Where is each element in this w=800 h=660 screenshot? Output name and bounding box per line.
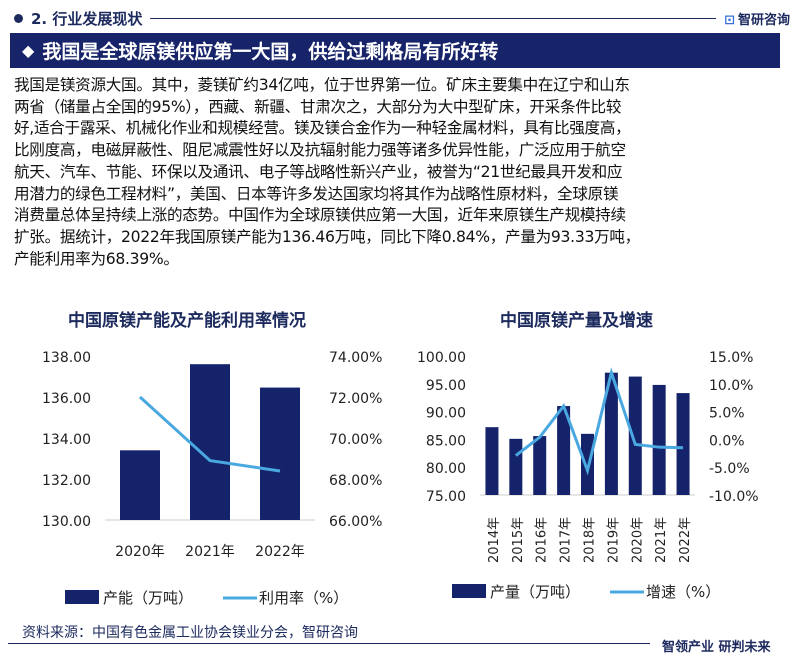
- y2-tick-label: 15.0%: [709, 350, 753, 366]
- paragraph-line: 用潜力的绿色工程材料”，美国、日本等许多发达国家均将其作为战略性原材料，全球原镁: [14, 184, 619, 203]
- y2-tick-label: -5.0%: [709, 461, 750, 477]
- y-tick-label: 134.00: [42, 432, 91, 448]
- y-tick-label: 85.00: [426, 433, 466, 449]
- legend-line-label: 增速（%）: [646, 583, 720, 601]
- legend-bar-label: 产量（万吨）: [490, 583, 580, 601]
- paragraph-line: 好,适合于露采、机械化作业和规模经营。镁及镁合金作为一种轻金属材料，具有比强度高…: [14, 119, 631, 138]
- banner: ◆ 我国是全球原镁供应第一大国，供给过剩格局有所好转: [10, 33, 780, 68]
- x-tick-label: 2017年: [559, 517, 574, 563]
- y2-tick-label: 66.00%: [329, 514, 382, 530]
- y-tick-label: 132.00: [42, 473, 91, 489]
- y2-tick-label: 70.00%: [329, 432, 382, 448]
- bar: [676, 393, 690, 495]
- growth-line: [514, 367, 684, 476]
- bar: [652, 384, 666, 495]
- bar: [190, 364, 230, 520]
- x-tick-label: 2020年: [115, 544, 165, 560]
- y2-tick-label: -10.0%: [709, 489, 759, 505]
- y2-tick-label: 74.00%: [329, 350, 382, 366]
- x-tick-label: 2019年: [606, 517, 621, 563]
- paragraph-line: 比刚度高，电磁屏蔽性、阻尼减震性好以及抗辐射能力强等诸多优异性能，广泛应用于航空: [14, 141, 626, 160]
- body-paragraph: 我国是镁资源大国。其中，菱镁矿约34亿吨，位于世界第一位。矿床主要集中在辽宁和山…: [14, 75, 790, 270]
- chart2-title: 中国原镁产量及增速: [500, 311, 653, 331]
- y2-tick-label: 5.0%: [709, 406, 745, 422]
- bullet-icon: [14, 13, 23, 23]
- bar: [260, 387, 300, 520]
- x-tick-label: 2014年: [487, 517, 502, 563]
- legend-line-label: 利用率（%）: [259, 589, 348, 607]
- paragraph-line: 产能利用率为68.39%。: [14, 249, 179, 268]
- paragraph-line: 我国是镁资源大国。其中，菱镁矿约34亿吨，位于世界第一位。矿床主要集中在辽宁和山…: [14, 76, 630, 94]
- legend-bar-swatch: [452, 584, 486, 598]
- legend-bar-label: 产能（万吨）: [103, 589, 193, 607]
- x-tick-label: 2022年: [255, 544, 305, 560]
- chart2: 75.00 80.00 85.00 90.00 95.00 100.00 -10.0% -5.…: [417, 350, 759, 601]
- x-tick-label: 2021年: [185, 544, 235, 560]
- bar: [557, 406, 571, 495]
- growth-line: [138, 395, 281, 473]
- y-tick-label: 90.00: [426, 406, 466, 422]
- source-note: 资料来源：中国有色金属工业协会镁业分会，智研咨询: [22, 625, 358, 641]
- bar: [628, 376, 642, 495]
- zhiyan-logo-icon: ⊡: [724, 12, 735, 28]
- banner-title: 我国是全球原镁供应第一大国，供给过剩格局有所好转: [42, 41, 499, 63]
- section-title: 2. 行业发展现状: [31, 9, 143, 28]
- footer-divider: [8, 643, 650, 644]
- y-tick-label: 136.00: [42, 391, 91, 407]
- paragraph-line: 两省（储量占全国的95%），西藏、新疆、甘肃次之，大部分为大中型矿床，开采条件比…: [14, 97, 622, 116]
- bar: [604, 372, 618, 495]
- y2-tick-label: 10.0%: [709, 378, 753, 394]
- x-tick-label: 2016年: [535, 517, 550, 563]
- y-tick-label: 80.00: [426, 461, 466, 477]
- section-header: 2. 行业发展现状 ⊡ 智研咨询: [14, 6, 790, 30]
- x-tick-label: 2015年: [511, 517, 526, 563]
- paragraph-line: 航天、汽车、节能、环保以及通讯、电子等战略性新兴产业，被誉为“21世纪最具开发和…: [14, 162, 623, 181]
- x-tick-label: 2022年: [678, 517, 693, 563]
- bar: [120, 450, 160, 520]
- y2-tick-label: 68.00%: [329, 473, 382, 489]
- slogan: 智领产业 研判未来: [662, 640, 771, 655]
- x-tick-label: 2021年: [654, 517, 669, 563]
- paragraph-line: 扩张。据统计，2022年我国原镁产能为136.46万吨，同比下降0.84%，产量…: [14, 227, 640, 246]
- y2-tick-label: 0.0%: [709, 433, 745, 449]
- legend-bar-swatch: [65, 590, 99, 604]
- y-tick-label: 95.00: [426, 378, 466, 394]
- bar: [509, 438, 523, 495]
- brand: ⊡ 智研咨询: [724, 9, 790, 28]
- chart1-title: 中国原镁产能及产能利用率情况: [68, 311, 306, 331]
- y-tick-label: 75.00: [426, 489, 466, 505]
- x-tick-label: 2020年: [630, 517, 645, 563]
- paragraph-line: 消费量总体呈持续上涨的态势。中国作为全球原镁供应第一大国，近年来原镁生产规模持续: [14, 206, 626, 225]
- bar: [533, 436, 547, 495]
- diamond-icon: ◆: [22, 41, 35, 60]
- divider: [150, 17, 717, 19]
- bar: [485, 427, 499, 495]
- chart1: 130.00 132.00 134.00 136.00 138.00 66.00% 68.0…: [42, 350, 382, 607]
- y2-tick-label: 72.00%: [329, 391, 382, 407]
- y-tick-label: 138.00: [42, 350, 91, 366]
- brand-name: 智研咨询: [737, 12, 790, 28]
- x-tick-label: 2018年: [583, 517, 598, 563]
- y-tick-label: 130.00: [42, 514, 91, 530]
- y-tick-label: 100.00: [417, 350, 466, 366]
